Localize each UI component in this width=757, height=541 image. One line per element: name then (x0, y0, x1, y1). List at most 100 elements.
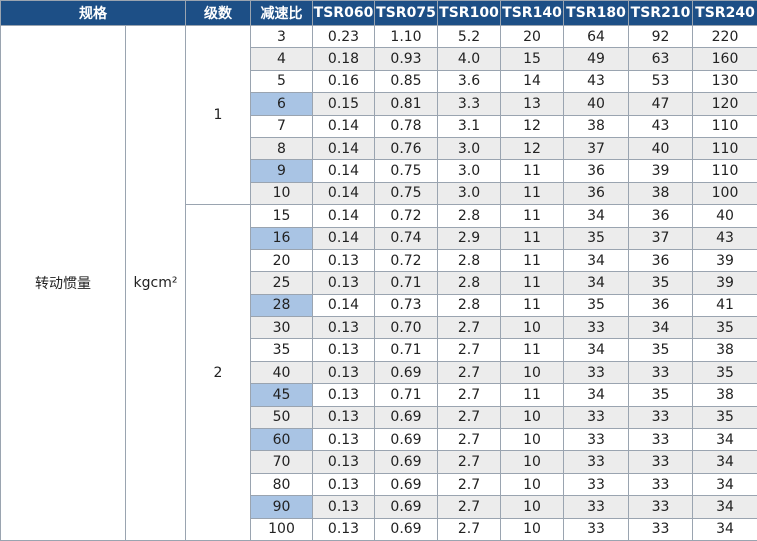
value-cell: 39 (628, 159, 693, 183)
value-cell: 47 (628, 92, 693, 116)
table-row: 5 0.16 0.85 3.6 14 43 53 130 (1, 69, 757, 94)
value-cell: 0.13 (312, 495, 375, 519)
value-cell: 39 (692, 248, 757, 273)
value-cell: 37 (628, 226, 693, 250)
value-cell: 35 (563, 226, 629, 250)
value-cell: 33 (563, 450, 629, 474)
value-cell: 0.13 (312, 316, 375, 340)
value-cell: 11 (500, 293, 564, 318)
value-cell: 11 (500, 248, 564, 273)
value-cell: 35 (692, 316, 757, 340)
ratio-cell: 40 (250, 360, 313, 385)
value-cell: 2.7 (437, 428, 501, 452)
value-cell: 3.6 (437, 69, 501, 94)
header-cell: TSR100 (437, 0, 501, 26)
value-cell: 36 (628, 204, 693, 228)
value-cell: 0.13 (312, 472, 375, 497)
value-cell: 39 (692, 271, 757, 295)
header-cell: 级数 (185, 0, 251, 26)
value-cell: 0.14 (312, 293, 375, 318)
ratio-cell: 4 (250, 47, 313, 71)
value-cell: 2.8 (437, 204, 501, 228)
value-cell: 13 (500, 92, 564, 116)
value-cell: 0.13 (312, 360, 375, 385)
value-cell: 130 (692, 69, 757, 94)
table-row: 80 0.13 0.69 2.7 10 33 33 34 (1, 472, 757, 497)
value-cell: 0.75 (374, 181, 438, 206)
value-cell: 0.13 (312, 450, 375, 474)
table-row: 20 0.13 0.72 2.8 11 34 36 39 (1, 248, 757, 273)
value-cell: 10 (500, 517, 564, 541)
value-cell: 0.13 (312, 383, 375, 407)
ratio-cell: 10 (250, 181, 313, 206)
value-cell: 0.69 (374, 428, 438, 452)
ratio-cell: 8 (250, 136, 313, 161)
value-cell: 110 (692, 159, 757, 183)
table-row: 100 0.13 0.69 2.7 10 33 33 34 (1, 517, 757, 541)
value-cell: 0.70 (374, 316, 438, 340)
value-cell: 34 (692, 428, 757, 452)
value-cell: 33 (563, 495, 629, 519)
value-cell: 33 (563, 360, 629, 385)
value-cell: 110 (692, 136, 757, 161)
unit-cell: kgcm² (125, 25, 186, 541)
value-cell: 1.10 (374, 24, 438, 49)
value-cell: 0.13 (312, 338, 375, 362)
ratio-cell: 90 (250, 495, 313, 519)
value-cell: 40 (563, 92, 629, 116)
value-cell: 0.71 (374, 338, 438, 362)
value-cell: 12 (500, 114, 564, 138)
value-cell: 41 (692, 293, 757, 318)
ratio-cell: 5 (250, 69, 313, 94)
table-row: 4 0.18 0.93 4.0 15 49 63 160 (1, 47, 757, 71)
table-row: 规格 级数 减速比 TSR060 TSR075 TSR100 TSR140 TSR180 TSR… (0, 0, 757, 26)
table-row: 35 0.13 0.71 2.7 11 34 35 38 (1, 338, 757, 362)
spec-cell: 转动惯量 (0, 25, 126, 541)
value-cell: 120 (692, 92, 757, 116)
value-cell: 11 (500, 226, 564, 250)
value-cell: 10 (500, 405, 564, 430)
stage-cell: 2 (185, 204, 251, 541)
ratio-cell: 25 (250, 271, 313, 295)
value-cell: 35 (563, 293, 629, 318)
value-cell: 33 (563, 405, 629, 430)
value-cell: 100 (692, 181, 757, 206)
table-row: 30 0.13 0.70 2.7 10 33 34 35 (1, 316, 757, 340)
table-row: 90 0.13 0.69 2.7 10 33 33 34 (1, 495, 757, 519)
table-row: 6 0.15 0.81 3.3 13 40 47 120 (1, 92, 757, 116)
value-cell: 37 (563, 136, 629, 161)
value-cell: 34 (563, 338, 629, 362)
value-cell: 11 (500, 271, 564, 295)
value-cell: 33 (563, 316, 629, 340)
value-cell: 0.69 (374, 405, 438, 430)
value-cell: 0.13 (312, 517, 375, 541)
value-cell: 38 (563, 114, 629, 138)
value-cell: 12 (500, 136, 564, 161)
table-row: 25 0.13 0.71 2.8 11 34 35 39 (1, 271, 757, 295)
value-cell: 0.69 (374, 517, 438, 541)
value-cell: 0.69 (374, 472, 438, 497)
value-cell: 34 (563, 271, 629, 295)
ratio-cell: 16 (250, 226, 313, 250)
value-cell: 2.7 (437, 338, 501, 362)
value-cell: 0.13 (312, 405, 375, 430)
value-cell: 0.78 (374, 114, 438, 138)
table-row: 70 0.13 0.69 2.7 10 33 33 34 (1, 450, 757, 474)
value-cell: 0.69 (374, 360, 438, 385)
value-cell: 43 (692, 226, 757, 250)
value-cell: 38 (628, 181, 693, 206)
value-cell: 15 (500, 47, 564, 71)
value-cell: 20 (500, 24, 564, 49)
value-cell: 3.0 (437, 159, 501, 183)
value-cell: 0.71 (374, 271, 438, 295)
value-cell: 2.9 (437, 226, 501, 250)
value-cell: 3.3 (437, 92, 501, 116)
value-cell: 0.13 (312, 428, 375, 452)
header-cell: 减速比 (250, 0, 313, 26)
value-cell: 5.2 (437, 24, 501, 49)
value-cell: 10 (500, 472, 564, 497)
value-cell: 0.72 (374, 204, 438, 228)
value-cell: 2.8 (437, 248, 501, 273)
value-cell: 0.75 (374, 159, 438, 183)
